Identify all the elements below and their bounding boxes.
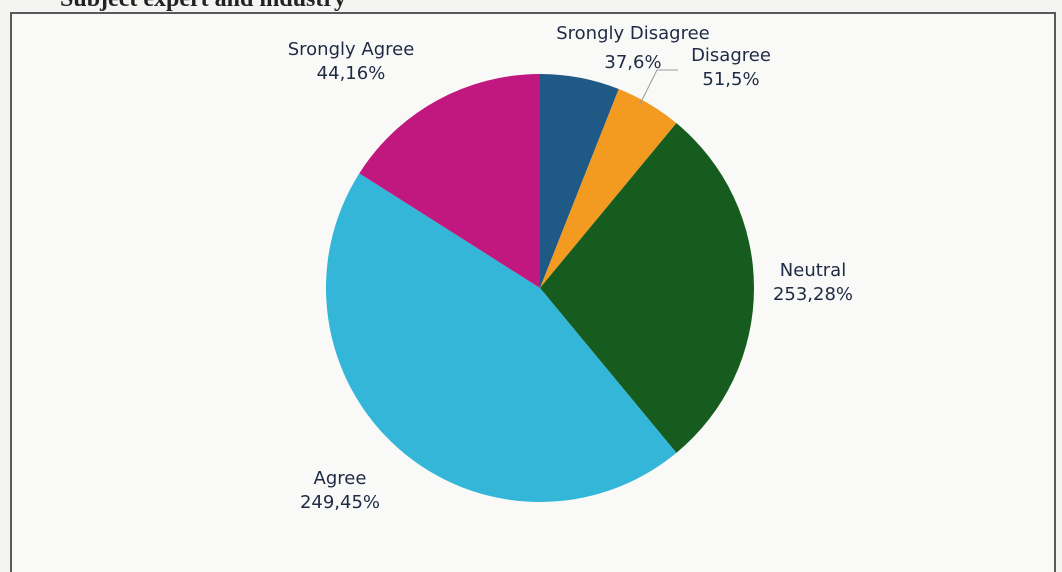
pie-slice-agree: [325, 173, 677, 502]
label-agree: Agree 249,45%: [300, 467, 380, 515]
slice-value: 44,16%: [316, 63, 386, 84]
slice-name: Srongly Disagree: [556, 23, 710, 44]
slice-value: 253,28%: [772, 284, 854, 305]
leader-line: [639, 69, 678, 105]
figure-caption: Subject expert and industry: [60, 0, 346, 13]
pie-slice-disagree: [540, 89, 677, 288]
label-disagree: Disagree 51,5%: [691, 44, 771, 92]
pie-slice-srongly-agree: [359, 74, 540, 288]
label-srongly-disagree-value: 37,6%: [604, 51, 661, 75]
label-srongly-agree: Srongly Agree 44,16%: [288, 38, 415, 86]
slice-name: Srongly Agree: [287, 39, 415, 60]
slice-name: Disagree: [691, 45, 771, 66]
pie-slice-srongly-disagree: [540, 74, 619, 288]
label-srongly-disagree: Srongly Disagree: [556, 22, 710, 46]
label-neutral: Neutral 253,28%: [773, 259, 853, 307]
slice-value: 51,5%: [702, 69, 760, 90]
slice-value: 249,45%: [299, 492, 381, 513]
slice-name: Agree: [313, 468, 367, 489]
slice-name: Neutral: [779, 260, 847, 281]
slice-value: 37,6%: [604, 52, 662, 73]
pie-slice-neutral: [540, 123, 754, 453]
